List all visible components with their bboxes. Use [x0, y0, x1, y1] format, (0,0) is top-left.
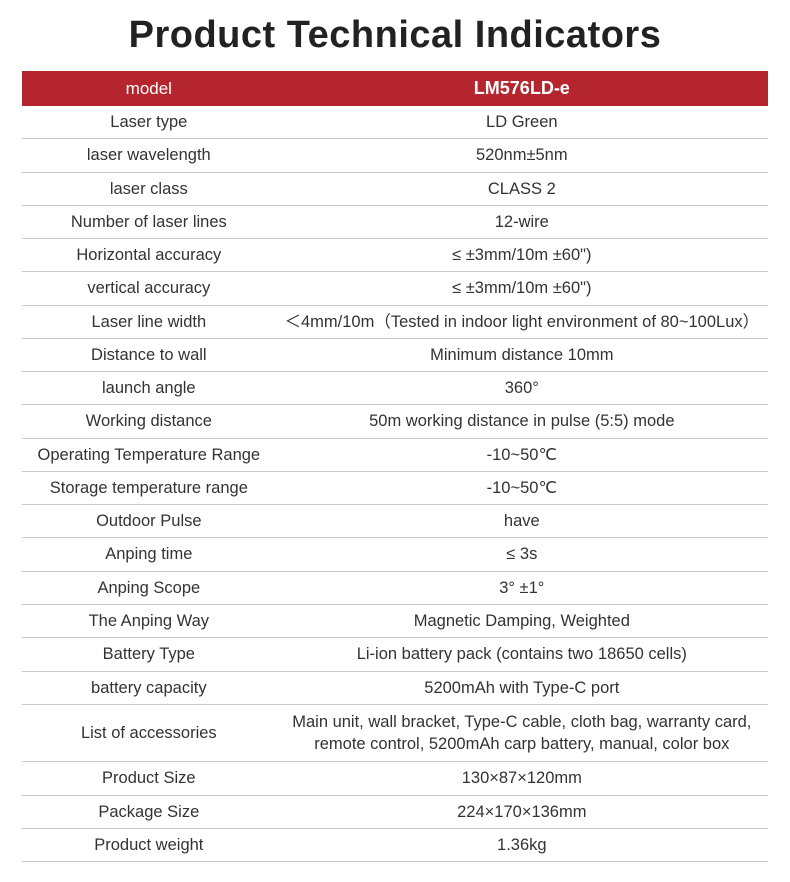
spec-label: Package Size: [22, 795, 276, 828]
table-row: Package Size224×170×136mm: [22, 795, 768, 828]
spec-value: 130×87×120mm: [276, 762, 768, 795]
table-row: Working distance50m working distance in …: [22, 405, 768, 438]
spec-label: Operating Temperature Range: [22, 438, 276, 471]
spec-value: 5200mAh with Type-C port: [276, 671, 768, 704]
spec-value: 224×170×136mm: [276, 795, 768, 828]
spec-label: Laser type: [22, 106, 276, 139]
spec-value: Li-ion battery pack (contains two 18650 …: [276, 638, 768, 671]
table-row: List of accessoriesMain unit, wall brack…: [22, 704, 768, 762]
spec-label: Distance to wall: [22, 338, 276, 371]
spec-value: 3° ±1°: [276, 571, 768, 604]
spec-value: 12-wire: [276, 205, 768, 238]
table-row: Distance to wallMinimum distance 10mm: [22, 338, 768, 371]
spec-label: Anping time: [22, 538, 276, 571]
spec-value: LD Green: [276, 106, 768, 139]
spec-value: Main unit, wall bracket, Type-C cable, c…: [276, 704, 768, 762]
table-row: Battery TypeLi-ion battery pack (contain…: [22, 638, 768, 671]
spec-table: model LM576LD-e Laser typeLD Greenlaser …: [22, 71, 768, 862]
spec-label: Product weight: [22, 828, 276, 861]
spec-value: -10~50℃: [276, 471, 768, 504]
spec-label: vertical accuracy: [22, 272, 276, 305]
spec-label: Laser line width: [22, 305, 276, 338]
table-row: Operating Temperature Range-10~50℃: [22, 438, 768, 471]
table-row: laser wavelength520nm±5nm: [22, 139, 768, 172]
spec-value: CLASS 2: [276, 172, 768, 205]
table-row: vertical accuracy≤ ±3mm/10m ±60"): [22, 272, 768, 305]
spec-value: have: [276, 505, 768, 538]
spec-label: Outdoor Pulse: [22, 505, 276, 538]
spec-value: ≤ 3s: [276, 538, 768, 571]
table-row: Outdoor Pulsehave: [22, 505, 768, 538]
spec-value: ＜4mm/10m（Tested in indoor light environm…: [276, 305, 768, 338]
spec-label: laser class: [22, 172, 276, 205]
table-row: Anping Scope3° ±1°: [22, 571, 768, 604]
table-row: laser classCLASS 2: [22, 172, 768, 205]
spec-value: 520nm±5nm: [276, 139, 768, 172]
table-row: Product Size130×87×120mm: [22, 762, 768, 795]
spec-label: Storage temperature range: [22, 471, 276, 504]
spec-label: launch angle: [22, 372, 276, 405]
spec-value: Magnetic Damping, Weighted: [276, 604, 768, 637]
table-row: The Anping WayMagnetic Damping, Weighted: [22, 604, 768, 637]
header-model: LM576LD-e: [276, 71, 768, 106]
spec-label: Working distance: [22, 405, 276, 438]
table-row: Laser line width＜4mm/10m（Tested in indoo…: [22, 305, 768, 338]
table-row: battery capacity5200mAh with Type-C port: [22, 671, 768, 704]
table-header-row: model LM576LD-e: [22, 71, 768, 106]
spec-label: laser wavelength: [22, 139, 276, 172]
table-row: Number of laser lines12-wire: [22, 205, 768, 238]
table-row: Storage temperature range-10~50℃: [22, 471, 768, 504]
spec-label: The Anping Way: [22, 604, 276, 637]
spec-label: Anping Scope: [22, 571, 276, 604]
spec-label: Number of laser lines: [22, 205, 276, 238]
spec-value: 50m working distance in pulse (5:5) mode: [276, 405, 768, 438]
page-title: Product Technical Indicators: [22, 14, 768, 57]
spec-label: Battery Type: [22, 638, 276, 671]
spec-label: battery capacity: [22, 671, 276, 704]
spec-value: ≤ ±3mm/10m ±60"): [276, 239, 768, 272]
table-row: Horizontal accuracy≤ ±3mm/10m ±60"): [22, 239, 768, 272]
spec-value: 360°: [276, 372, 768, 405]
spec-value: -10~50℃: [276, 438, 768, 471]
table-row: Laser typeLD Green: [22, 106, 768, 139]
table-row: Anping time≤ 3s: [22, 538, 768, 571]
spec-value: Minimum distance 10mm: [276, 338, 768, 371]
table-row: launch angle360°: [22, 372, 768, 405]
spec-label: Horizontal accuracy: [22, 239, 276, 272]
spec-value: 1.36kg: [276, 828, 768, 861]
spec-label: List of accessories: [22, 704, 276, 762]
spec-label: Product Size: [22, 762, 276, 795]
spec-value: ≤ ±3mm/10m ±60"): [276, 272, 768, 305]
table-row: Product weight1.36kg: [22, 828, 768, 861]
header-label: model: [22, 71, 276, 106]
